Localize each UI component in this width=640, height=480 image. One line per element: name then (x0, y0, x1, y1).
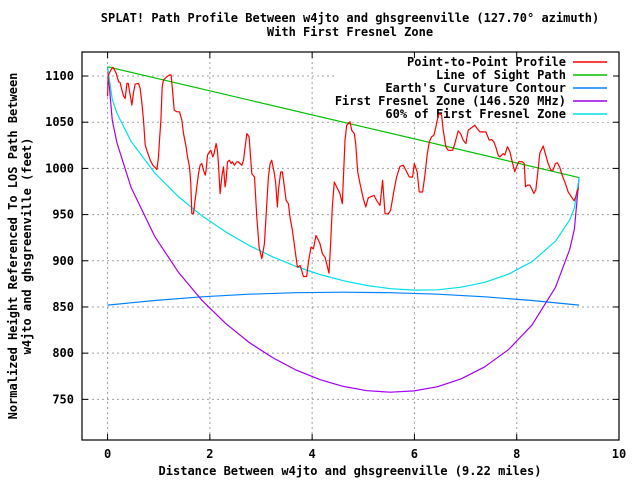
x-axis-label: Distance Between w4jto and ghsgreenville… (159, 464, 542, 478)
y-axis-label-line2: w4jto and ghsgreenville (feet) (20, 138, 34, 355)
chart-subtitle: With First Fresnel Zone (267, 25, 433, 39)
y-tick-label: 750 (52, 392, 74, 406)
x-tick-label: 10 (612, 447, 626, 461)
legend-label-los: Line of Sight Path (436, 68, 566, 82)
line-of-sight-line (107, 66, 580, 179)
y-tick-label: 850 (52, 300, 74, 314)
profile-line (107, 66, 580, 278)
y-tick-label: 800 (52, 346, 74, 360)
y-tick-label: 1050 (45, 115, 74, 129)
y-tick-label: 1000 (45, 161, 74, 175)
fresnel-zone-line (107, 66, 580, 393)
x-tick-label: 0 (104, 447, 111, 461)
x-tick-label: 8 (513, 447, 520, 461)
x-tick-label: 6 (411, 447, 418, 461)
y-tick-label: 1100 (45, 69, 74, 83)
y-axis-label-line1: Normalized Height Referenced To LOS Path… (6, 73, 20, 420)
y-tick-label: 950 (52, 208, 74, 222)
axis-ticks: 0 2 4 6 8 10 750 800 850 900 950 1000 1050 1100 (45, 52, 626, 461)
x-tick-label: 2 (206, 447, 213, 461)
fresnel-60-line (107, 66, 580, 291)
y-tick-label: 900 (52, 254, 74, 268)
legend-label-profile: Point-to-Point Profile (407, 55, 566, 69)
x-tick-label: 4 (309, 447, 316, 461)
chart-title: SPLAT! Path Profile Between w4jto and gh… (101, 11, 600, 25)
legend-label-earth-curvature: Earth's Curvature Contour (385, 81, 566, 95)
legend-label-fresnel-60: 60% of First Fresnel Zone (385, 107, 566, 121)
plot-frame (81, 51, 620, 441)
legend: Point-to-Point Profile Line of Sight Pat… (335, 55, 607, 121)
series-group (107, 66, 580, 393)
legend-label-fresnel: First Fresnel Zone (146.520 MHz) (335, 94, 566, 108)
earth-curvature-line (107, 291, 580, 306)
legend-background (336, 54, 617, 122)
